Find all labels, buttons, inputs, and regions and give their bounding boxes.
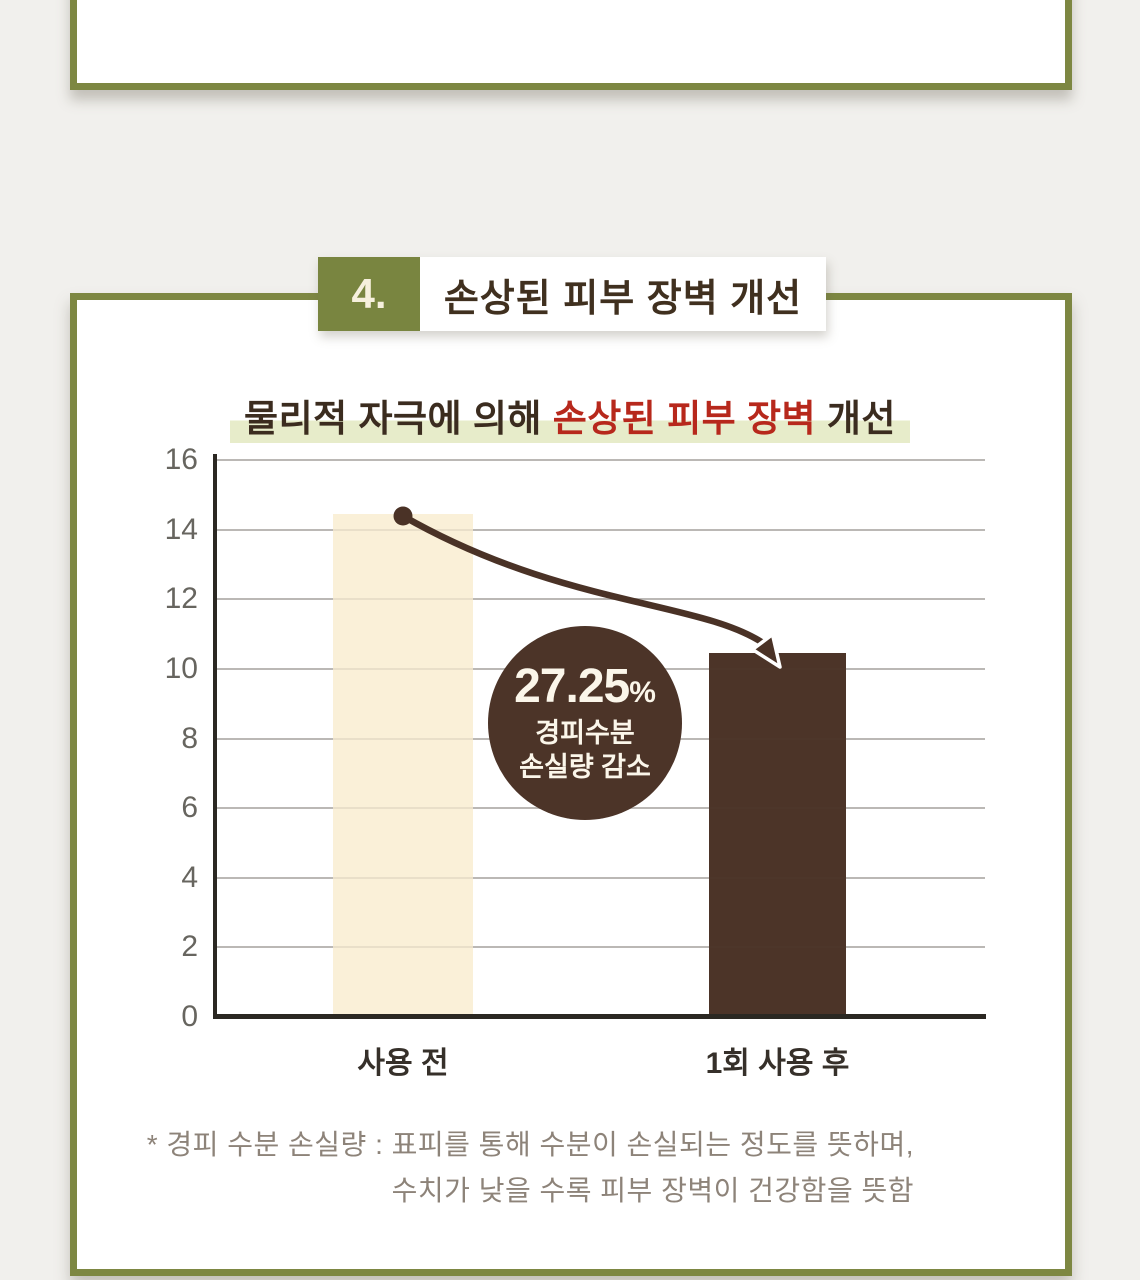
x-tick-label-1: 사용 전 [357, 1047, 449, 1080]
gridline-overlay-y12 [217, 598, 985, 601]
section-header-badge: 4. 손상된 피부 장벽 개선 [318, 257, 826, 331]
y-axis-line [213, 454, 217, 1019]
previous-section-box [70, 0, 1072, 90]
gridline-y4 [217, 876, 985, 879]
y-tick-label-14: 14 [164, 512, 198, 546]
gridline-y2 [217, 946, 985, 949]
reduction-annotation-badge: 27.25% 경피수분 손실량 감소 [488, 626, 682, 820]
percent-sign: % [629, 675, 656, 709]
gridline-overlay-y4 [217, 876, 985, 879]
y-tick-label-10: 10 [164, 651, 198, 685]
y-tick-label-0: 0 [181, 1000, 198, 1033]
gridline-y16 [217, 459, 985, 461]
gridline-overlay-y2 [217, 946, 985, 949]
gridline-overlay-y14 [217, 528, 985, 531]
footnote: * 경피 수분 손실량 : 표피를 통해 수분이 손실되는 정도를 뜻하며, 수… [147, 1122, 914, 1214]
gridline-overlay-y16 [217, 459, 985, 461]
section-title: 손상된 피부 장벽 개선 [420, 257, 826, 331]
x-axis-line [213, 1014, 986, 1019]
y-tick-label-2: 2 [181, 930, 198, 964]
chart-title-red-text: 손상된 피부 장벽 [552, 398, 817, 439]
reduction-caption: 경피수분 손실량 감소 [519, 717, 651, 782]
section-number: 4. [318, 257, 420, 331]
footnote-line-2: 수치가 낮을 수록 피부 장벽이 건강함을 뜻함 [391, 1175, 914, 1207]
chart-title: 물리적 자극에 의해 손상된 피부 장벽 개선 [0, 388, 1140, 445]
bar-before [333, 513, 473, 1017]
y-tick-label-12: 12 [164, 582, 198, 616]
bar-after [709, 653, 846, 1017]
y-tick-label-4: 4 [181, 860, 198, 894]
footnote-line-1: * 경피 수분 손실량 : 표피를 통해 수분이 손실되는 정도를 뜻하며, [146, 1129, 914, 1160]
y-tick-label-8: 8 [181, 721, 198, 755]
chart-title-prefix: 물리적 자극에 의해 [244, 398, 553, 439]
y-tick-label-6: 6 [181, 791, 198, 825]
x-tick-label-2: 1회 사용 후 [705, 1047, 850, 1080]
chart-title-suffix: 개선 [816, 398, 896, 439]
chart-title-highlight-band: 물리적 자극에 의해 손상된 피부 장벽 개선 [230, 398, 910, 445]
reduction-percent: 27.25% [514, 659, 656, 713]
y-tick-label-16: 16 [164, 443, 198, 476]
